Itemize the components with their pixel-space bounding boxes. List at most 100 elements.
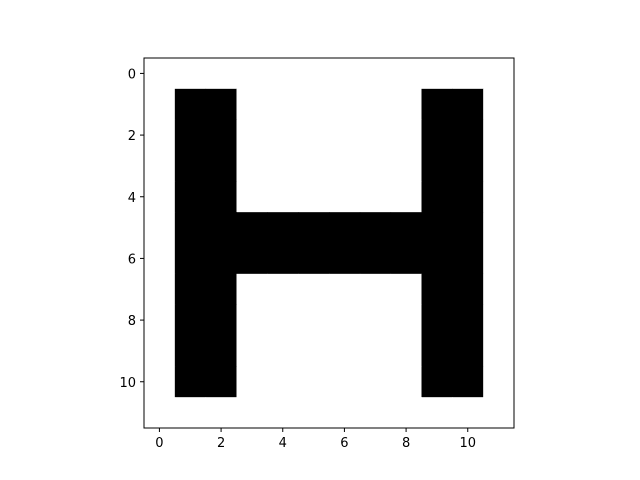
x-tick-label: 8	[402, 436, 410, 451]
heatmap-cell	[483, 150, 515, 182]
heatmap-cell	[483, 304, 515, 336]
heatmap-cell	[329, 243, 361, 275]
heatmap-cell	[329, 150, 361, 182]
heatmap-cell	[236, 150, 268, 182]
heatmap-cell	[174, 304, 207, 336]
heatmap-cell	[267, 366, 299, 398]
y-tick-label: 0	[128, 67, 136, 82]
heatmap-cell	[359, 304, 392, 336]
heatmap-cell	[298, 150, 330, 182]
heatmap-cell	[205, 397, 237, 429]
heatmap-cell	[298, 88, 330, 121]
heatmap-cell	[421, 243, 453, 275]
heatmap-cell	[298, 335, 330, 367]
heatmap-cell	[421, 88, 453, 121]
heatmap-cell	[390, 58, 422, 90]
heatmap-cell	[452, 366, 484, 398]
heatmap-cell	[390, 397, 422, 429]
heatmap-cell	[329, 397, 361, 429]
heatmap-cell	[421, 58, 453, 90]
x-tick-label: 4	[279, 436, 287, 451]
heatmap-cell	[390, 366, 422, 398]
heatmap-cell	[329, 335, 361, 367]
heatmap-cell	[359, 273, 392, 306]
heatmap-cell	[421, 335, 453, 367]
heatmap-cell	[205, 88, 237, 121]
heatmap-cell	[483, 273, 515, 306]
heatmap-cell	[267, 243, 299, 275]
y-axis: 0 2 4 6 8 10	[119, 67, 144, 391]
heatmap-cell	[174, 181, 207, 213]
heatmap-cell	[144, 212, 176, 244]
heatmap-cell	[236, 273, 268, 306]
heatmap-cell	[359, 181, 392, 213]
heatmap-cell	[174, 150, 207, 182]
heatmap-cell	[421, 212, 453, 244]
plot-area: 0 2 4 6 8 10 0 2 4 6 8 10	[119, 57, 515, 451]
heatmap-cell	[329, 212, 361, 244]
heatmap-cell	[452, 119, 484, 151]
heatmap-cell	[483, 58, 515, 90]
heatmap-cell	[483, 335, 515, 367]
heatmap-cell	[205, 212, 237, 244]
heatmap-cell	[421, 273, 453, 306]
heatmap-cell	[483, 119, 515, 151]
heatmap-cell	[359, 366, 392, 398]
heatmap-cell	[483, 88, 515, 121]
heatmap-cell	[390, 150, 422, 182]
heatmap-cell	[329, 304, 361, 336]
heatmap-cell	[298, 212, 330, 244]
heatmap-cell	[174, 397, 207, 429]
heatmap-cell	[421, 181, 453, 213]
heatmap-cell	[421, 304, 453, 336]
heatmap-cell	[452, 243, 484, 275]
heatmap-cell	[483, 397, 515, 429]
heatmap-cell	[298, 397, 330, 429]
heatmap-cell	[205, 304, 237, 336]
x-tick-label: 2	[217, 436, 225, 451]
heatmap-cell	[452, 58, 484, 90]
y-tick-label: 8	[128, 314, 136, 329]
y-tick-label: 2	[128, 129, 136, 144]
heatmap-cell	[329, 88, 361, 121]
heatmap-cell	[236, 366, 268, 398]
heatmap-cell	[144, 88, 176, 121]
heatmap-cell	[452, 273, 484, 306]
heatmap-cell	[329, 181, 361, 213]
heatmap-cell	[359, 243, 392, 275]
heatmap-cell	[236, 212, 268, 244]
heatmap-cell	[236, 304, 268, 336]
y-tick-label: 4	[128, 191, 136, 206]
heatmap-cell	[298, 243, 330, 275]
heatmap-cell	[329, 119, 361, 151]
heatmap-cell	[205, 243, 237, 275]
heatmap-cell	[452, 335, 484, 367]
y-tick-label: 10	[119, 376, 136, 391]
heatmap-cell	[144, 243, 176, 275]
heatmap-cell	[298, 366, 330, 398]
heatmap-cell	[483, 181, 515, 213]
heatmap-cell	[174, 243, 207, 275]
heatmap-cell	[421, 119, 453, 151]
heatmap-cell	[452, 212, 484, 244]
heatmap-cell	[452, 150, 484, 182]
heatmap-cell	[174, 119, 207, 151]
heatmap-cell	[205, 366, 237, 398]
heatmap-cell	[174, 58, 207, 90]
heatmap-cell	[144, 366, 176, 398]
heatmap-cell	[144, 58, 176, 90]
heatmap-cell	[452, 181, 484, 213]
heatmap-cell	[144, 150, 176, 182]
heatmap-cell	[174, 88, 207, 121]
heatmap-cell	[236, 88, 268, 121]
heatmap-cell	[236, 181, 268, 213]
heatmap-cell	[359, 397, 392, 429]
heatmap-cell	[390, 243, 422, 275]
heatmap-cell	[236, 58, 268, 90]
heatmap-cell	[390, 181, 422, 213]
heatmap-cell	[144, 397, 176, 429]
heatmap-cell	[329, 58, 361, 90]
heatmap-cell	[298, 181, 330, 213]
heatmap-cell	[174, 212, 207, 244]
heatmap-cell	[421, 150, 453, 182]
